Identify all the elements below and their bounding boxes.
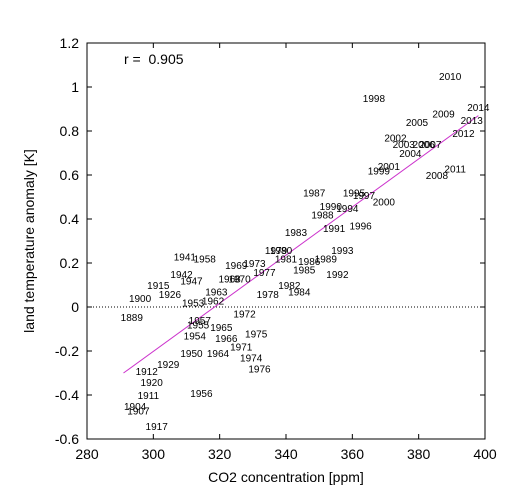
point-label-1995: 1995 xyxy=(343,189,366,200)
point-label-2006: 2006 xyxy=(413,140,436,151)
y-tick-label: 0.4 xyxy=(60,211,80,227)
fit-line xyxy=(123,115,479,374)
point-label-1956: 1956 xyxy=(190,389,213,400)
point-label-1969: 1969 xyxy=(225,261,248,272)
point-label-1907: 1907 xyxy=(127,406,150,417)
point-label-2009: 2009 xyxy=(432,109,455,120)
correlation-annotation: r = 0.905 xyxy=(124,51,184,67)
y-tick-label: -0.6 xyxy=(55,431,79,447)
point-label-1999: 1999 xyxy=(368,167,391,178)
point-label-1912: 1912 xyxy=(136,367,159,378)
point-label-1911: 1911 xyxy=(138,391,160,402)
point-label-1941: 1941 xyxy=(174,252,197,263)
y-tick-label: -0.4 xyxy=(55,387,79,403)
x-tick-label: 280 xyxy=(75,446,99,462)
point-label-2010: 2010 xyxy=(439,72,462,83)
point-label-1904: 1904 xyxy=(124,402,147,413)
point-label-1990: 1990 xyxy=(320,202,343,213)
point-label-1983: 1983 xyxy=(285,228,308,239)
x-axis-title: CO2 concentration [ppm] xyxy=(208,469,364,485)
point-label-1992: 1992 xyxy=(326,270,349,281)
point-label-1978: 1978 xyxy=(257,290,280,301)
point-label-1976: 1976 xyxy=(248,365,271,376)
point-label-1929: 1929 xyxy=(157,360,180,371)
point-label-1993: 1993 xyxy=(331,246,354,257)
point-label-1981: 1981 xyxy=(275,255,298,266)
point-label-2000: 2000 xyxy=(373,197,396,208)
point-label-1974: 1974 xyxy=(240,354,263,365)
point-label-1965: 1965 xyxy=(210,323,233,334)
point-label-1997: 1997 xyxy=(353,191,376,202)
point-label-1966: 1966 xyxy=(215,334,238,345)
y-tick-label: 0 xyxy=(71,299,79,315)
point-label-2014: 2014 xyxy=(467,103,490,114)
point-label-1984: 1984 xyxy=(288,288,311,299)
point-label-1987: 1987 xyxy=(303,189,326,200)
point-label-1958: 1958 xyxy=(194,255,217,266)
point-label-2007: 2007 xyxy=(419,140,442,151)
point-label-1998: 1998 xyxy=(363,94,386,105)
point-label-1991: 1991 xyxy=(323,224,346,235)
point-label-2012: 2012 xyxy=(452,129,475,140)
point-label-2001: 2001 xyxy=(378,162,401,173)
point-label-1926: 1926 xyxy=(159,290,182,301)
point-label-1917: 1917 xyxy=(146,422,169,433)
point-label-1985: 1985 xyxy=(293,266,316,277)
point-label-1970: 1970 xyxy=(228,274,251,285)
point-label-1947: 1947 xyxy=(180,277,203,288)
point-label-1900: 1900 xyxy=(129,294,152,305)
point-label-2013: 2013 xyxy=(461,116,484,127)
point-label-1968: 1968 xyxy=(218,274,241,285)
point-label-1988: 1988 xyxy=(311,211,334,222)
y-tick-label: 0.2 xyxy=(60,255,80,271)
x-tick-label: 340 xyxy=(274,446,298,462)
point-label-1975: 1975 xyxy=(245,329,268,340)
point-label-1973: 1973 xyxy=(243,259,266,270)
point-label-2002: 2002 xyxy=(384,134,407,145)
point-label-2011: 2011 xyxy=(444,164,466,175)
point-label-1942: 1942 xyxy=(170,270,193,281)
point-label-2004: 2004 xyxy=(399,149,422,160)
x-tick-label: 400 xyxy=(473,446,497,462)
point-label-1889: 1889 xyxy=(121,313,144,324)
point-label-1957: 1957 xyxy=(189,316,212,327)
point-label-1982: 1982 xyxy=(278,281,301,292)
point-label-1977: 1977 xyxy=(253,268,276,279)
point-label-1915: 1915 xyxy=(147,281,170,292)
x-tick-label: 380 xyxy=(407,446,431,462)
point-label-1954: 1954 xyxy=(184,332,207,343)
point-label-1972: 1972 xyxy=(233,310,256,321)
x-tick-label: 360 xyxy=(341,446,365,462)
tick-labels: 280 300 320 340 360 380 400 -0.6 -0.4 -0.2 0 0.2 0.4… xyxy=(55,35,497,462)
axis-ticks xyxy=(86,42,486,440)
point-label-1953: 1953 xyxy=(182,299,205,310)
point-label-1963: 1963 xyxy=(205,288,228,299)
point-label-1955: 1955 xyxy=(187,321,210,332)
point-label-1979: 1979 xyxy=(265,246,288,257)
point-label-2005: 2005 xyxy=(406,118,429,129)
y-tick-label: 0.8 xyxy=(60,123,80,139)
point-label-1996: 1996 xyxy=(350,222,373,233)
x-tick-label: 320 xyxy=(208,446,232,462)
point-label-1971: 1971 xyxy=(230,343,253,354)
point-label-2003: 2003 xyxy=(393,140,416,151)
point-label-1986: 1986 xyxy=(298,257,321,268)
point-label-2008: 2008 xyxy=(426,171,449,182)
y-tick-label: 0.6 xyxy=(60,167,80,183)
point-label-1964: 1964 xyxy=(207,349,230,360)
y-tick-label: 1.2 xyxy=(60,35,80,51)
point-label-1989: 1989 xyxy=(315,255,338,266)
point-label-1950: 1950 xyxy=(180,349,203,360)
point-label-1994: 1994 xyxy=(336,204,359,215)
x-tick-label: 300 xyxy=(142,446,166,462)
y-tick-label: 1 xyxy=(71,79,79,95)
y-tick-label: -0.2 xyxy=(55,343,79,359)
y-axis-title: land temperature anomaly [K] xyxy=(21,149,37,333)
point-label-1962: 1962 xyxy=(202,296,225,307)
point-label-1980: 1980 xyxy=(270,246,293,257)
point-label-1920: 1920 xyxy=(141,378,164,389)
